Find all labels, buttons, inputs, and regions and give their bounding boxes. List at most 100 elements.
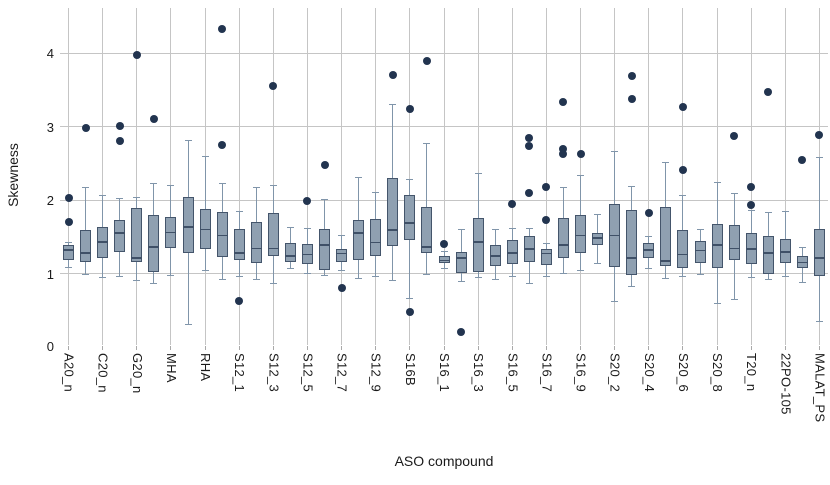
box-iqr-rect: [267, 213, 279, 256]
x-axis-tick: [477, 346, 479, 350]
box-median-line: [557, 244, 569, 246]
x-axis-tick: [306, 346, 308, 350]
box-whisker-cap-lower: [99, 277, 107, 279]
box-iqr-rect: [540, 249, 552, 265]
box-median-line: [677, 253, 689, 256]
box-whisker-cap-lower: [355, 277, 363, 279]
box-iqr-rect: [404, 194, 416, 240]
box-whisker-cap-upper: [82, 186, 90, 188]
box-whisker-cap-upper: [184, 139, 192, 141]
gridline-vertical: [136, 8, 138, 345]
box-whisker-cap-upper: [559, 186, 567, 188]
box-whisker-cap-lower: [218, 278, 226, 280]
box-median-line: [182, 226, 194, 228]
box-median-line: [63, 249, 75, 251]
box-median-line: [267, 247, 279, 250]
box-median-line: [199, 228, 211, 231]
box-whisker-cap-upper: [645, 236, 653, 237]
box-whisker-cap-lower: [713, 302, 721, 304]
box-median-line: [80, 252, 92, 254]
box-whisker-cap-lower: [201, 269, 209, 271]
outlier-dot: [64, 218, 73, 227]
box-whisker-cap-lower: [372, 276, 380, 278]
box-whisker-cap-lower: [252, 279, 260, 281]
x-tick-label: S16B: [402, 353, 418, 387]
x-axis-tick: [102, 346, 104, 350]
box-iqr-rect: [626, 210, 638, 275]
box-median-line: [540, 252, 552, 255]
outlier-dot: [81, 123, 90, 132]
y-tick-label: 1: [46, 266, 54, 282]
box-whisker-cap-lower: [628, 285, 636, 287]
x-tick-label: S20_8: [710, 353, 726, 393]
box-whisker-cap-lower: [525, 283, 533, 285]
x-tick-label: T20_n: [744, 353, 760, 392]
x-axis-tick: [545, 346, 547, 350]
box-iqr-rect: [216, 211, 228, 257]
box-median-line: [404, 222, 416, 224]
gridline-vertical: [375, 8, 377, 345]
box-whisker-cap-lower: [491, 279, 499, 281]
box-median-line: [592, 237, 604, 239]
box-whisker-cap-upper: [679, 194, 687, 196]
box-iqr-rect: [762, 236, 774, 275]
x-axis-tick: [204, 346, 206, 350]
outlier-dot: [559, 149, 568, 158]
x-axis-tick: [818, 346, 820, 350]
box-iqr-rect: [660, 207, 672, 267]
x-axis-tick: [716, 346, 718, 350]
box-whisker-cap-upper: [764, 211, 772, 213]
box-whisker-cap-upper: [747, 210, 755, 212]
box-median-line: [165, 231, 177, 234]
gridline-vertical: [784, 8, 786, 345]
outlier-dot: [218, 24, 227, 33]
outlier-dot: [542, 182, 551, 191]
outlier-dot: [320, 160, 329, 169]
x-tick-label: S12_7: [334, 353, 350, 393]
x-axis-tick: [409, 346, 411, 350]
box-median-line: [694, 249, 706, 252]
outlier-dot: [559, 98, 568, 107]
y-axis-title: Skewness: [5, 143, 21, 207]
box-whisker-cap-lower: [696, 274, 704, 276]
x-axis-tick: [648, 346, 650, 350]
box-whisker-cap-upper: [65, 241, 73, 243]
x-axis-tick: [136, 346, 138, 350]
box-whisker-cap-upper: [628, 186, 636, 188]
box-median-line: [745, 248, 757, 250]
box-whisker-cap-lower: [440, 268, 448, 270]
box-median-line: [643, 249, 655, 251]
box-iqr-rect: [182, 197, 194, 253]
x-axis-tick: [511, 346, 513, 350]
x-axis-tick: [750, 346, 752, 350]
box-iqr-rect: [80, 230, 92, 262]
x-axis-tick: [170, 346, 172, 350]
box-median-line: [301, 253, 313, 256]
x-tick-label: S16_9: [573, 353, 589, 393]
box-iqr-rect: [63, 244, 75, 261]
x-axis-tick: [443, 346, 445, 350]
outlier-dot: [235, 296, 244, 305]
outlier-dot: [730, 132, 739, 141]
x-tick-label: MALAT_PS: [812, 353, 828, 423]
outlier-dot: [747, 201, 756, 210]
box-whisker-cap-upper: [730, 192, 738, 194]
x-axis-tick: [614, 346, 616, 350]
outlier-dot: [627, 94, 636, 103]
box-iqr-rect: [336, 248, 348, 262]
box-whisker-cap-upper: [133, 197, 141, 199]
box-median-line: [97, 241, 109, 243]
outlier-dot: [405, 307, 414, 316]
box-median-line: [284, 255, 296, 257]
box-whisker-cap-upper: [457, 228, 465, 230]
box-whisker-cap-upper: [389, 103, 397, 105]
box-median-line: [131, 257, 143, 259]
box-median-line: [506, 252, 518, 254]
x-axis-tick: [238, 346, 240, 350]
gridline-vertical: [409, 8, 411, 345]
box-whisker-cap-lower: [269, 283, 277, 285]
box-median-line: [728, 247, 740, 250]
box-whisker-cap-upper: [321, 198, 329, 200]
box-whisker-cap-upper: [594, 213, 602, 215]
box-whisker-cap-upper: [525, 227, 533, 229]
